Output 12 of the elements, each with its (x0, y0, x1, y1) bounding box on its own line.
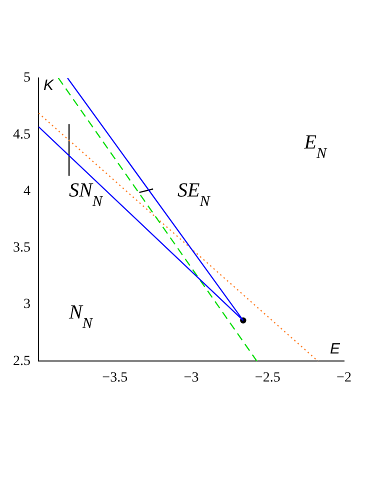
y-tick-label: 4 (24, 184, 30, 199)
y-tick-label: 5 (24, 70, 30, 86)
x-tick-label: −3 (184, 370, 199, 386)
y-tick-label: 4.5 (13, 127, 30, 142)
x-axis-title: E (330, 340, 341, 358)
y-tick-label: 3 (24, 297, 30, 312)
y-axis-title: K (44, 77, 54, 94)
x-tick-label: −2.5 (254, 370, 280, 386)
x-tick-label: −3.5 (102, 370, 128, 386)
x-tick-label: −2 (336, 370, 352, 386)
y-tick-label: 3.5 (13, 240, 30, 256)
y-tick-label: 2.5 (13, 354, 30, 369)
